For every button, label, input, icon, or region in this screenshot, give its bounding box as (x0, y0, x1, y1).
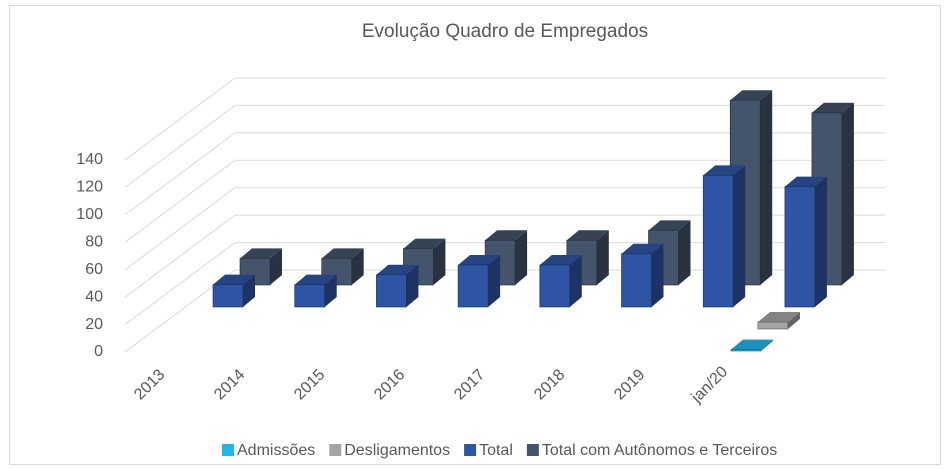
bar (784, 176, 827, 308)
bar-top (566, 230, 609, 241)
bar-front (702, 175, 734, 308)
bar-side (678, 220, 691, 285)
bar-top (648, 220, 691, 231)
bar-front (757, 321, 789, 330)
bar-side (760, 339, 773, 351)
grid-line (124, 214, 885, 298)
bar-front (621, 253, 652, 308)
legend-label: Admissões (237, 442, 315, 459)
bar-side (760, 90, 773, 285)
bar-side (596, 230, 609, 285)
bar (539, 255, 582, 308)
bar-top (811, 102, 854, 113)
bar-front (457, 264, 489, 308)
legend-swatch (329, 444, 342, 456)
bar-top (730, 90, 773, 101)
y-tick-label: 140 (76, 151, 103, 168)
bar (376, 264, 419, 308)
chart-title: Evolução Quadro de Empregados (362, 21, 648, 42)
bar-side (324, 274, 337, 307)
bar (621, 243, 664, 308)
bar-top (703, 165, 746, 176)
y-tick-label: 100 (76, 206, 103, 223)
bar-top (730, 339, 773, 350)
y-tick-label: 80 (85, 234, 103, 251)
bar (321, 248, 364, 286)
bar-front (294, 284, 326, 308)
y-tick-label: 120 (76, 179, 103, 196)
grid-line (124, 104, 885, 188)
bar-side (569, 255, 582, 307)
bar (294, 274, 337, 308)
grid-line (124, 159, 885, 243)
bar-top (485, 230, 528, 241)
bar (212, 274, 255, 308)
bar-side (651, 243, 664, 307)
bar-top (294, 274, 337, 285)
bar-front (784, 186, 816, 308)
bar-top (539, 255, 582, 265)
bar-side (406, 264, 419, 307)
legend-label: Total com Autônomos e Terceiros (542, 442, 777, 459)
bar-side (351, 248, 364, 285)
grid-line (124, 132, 885, 216)
legend: Admissões Desligamentos Total Total com Aut… (222, 442, 777, 459)
bar-side (814, 176, 827, 307)
bar (730, 339, 773, 352)
grid-line (124, 187, 885, 271)
bar-front (730, 349, 762, 352)
bar-top (621, 243, 664, 254)
grid-line (124, 77, 885, 161)
legend-swatch (222, 444, 234, 456)
legend-label: Total (479, 442, 513, 459)
bar-side (488, 255, 501, 307)
bar-top (321, 248, 364, 259)
bar-side (433, 238, 446, 285)
bar-top (757, 312, 800, 322)
y-tick-label: 40 (85, 288, 103, 305)
bar-front (539, 264, 571, 308)
bar-top (376, 264, 419, 275)
bar-top (458, 255, 501, 265)
bar (457, 255, 501, 308)
bar-side (270, 248, 282, 285)
legend-swatch (526, 444, 539, 456)
y-tick-label: 60 (85, 261, 103, 278)
bar (239, 248, 282, 286)
bar (757, 312, 800, 330)
bar-top (403, 238, 446, 249)
legend-label: Desligamentos (344, 442, 450, 459)
bar-top (213, 274, 255, 285)
bar-front (212, 284, 244, 308)
y-tick-label: 0 (94, 343, 103, 360)
bar-top (240, 248, 282, 259)
bar-top (784, 176, 827, 187)
bar-side (515, 230, 528, 285)
bar-side (841, 102, 854, 285)
y-tick-label: 20 (85, 316, 103, 333)
bar-side (733, 165, 746, 307)
bar (702, 165, 746, 308)
bar-side (787, 312, 800, 329)
legend-swatch (464, 444, 477, 456)
bar-front (376, 274, 407, 308)
bar-side (243, 274, 255, 307)
